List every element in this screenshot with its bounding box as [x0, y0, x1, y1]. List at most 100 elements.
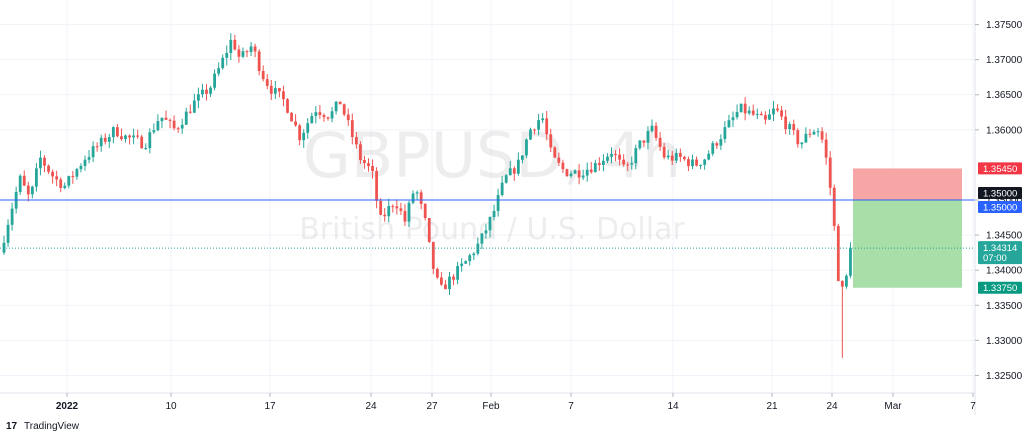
candle — [573, 169, 577, 174]
candle-body — [241, 51, 245, 57]
candle-body — [484, 230, 488, 234]
candle-body — [367, 163, 370, 166]
candle-body — [342, 104, 346, 115]
candle-body — [423, 203, 427, 219]
candle — [723, 121, 727, 143]
candle — [549, 128, 553, 153]
last-price-badge-bg — [978, 241, 1022, 265]
candle-body — [172, 120, 176, 129]
candle-body — [132, 135, 135, 138]
candle — [75, 167, 79, 180]
candle — [22, 170, 26, 186]
candle-body — [403, 210, 407, 222]
candle-body — [622, 159, 626, 165]
candle-body — [812, 131, 816, 135]
candle — [735, 104, 739, 120]
candle-body — [500, 182, 504, 196]
candle-body — [47, 165, 50, 172]
candle — [67, 175, 71, 189]
candle-body — [683, 156, 686, 160]
candle-body — [43, 157, 46, 166]
candle — [427, 218, 431, 243]
candle-body — [525, 139, 528, 156]
candle-body — [217, 68, 221, 74]
candle — [148, 128, 152, 154]
candle-body — [30, 186, 34, 195]
candle — [452, 274, 455, 286]
candle — [180, 118, 184, 134]
candle — [796, 128, 800, 148]
candle-countdown: 07:00 — [983, 253, 1007, 264]
time-axis[interactable]: 2022 10 17 24 27 Feb 7 14 21 24 Mar 7 — [56, 393, 976, 412]
candle-body — [229, 39, 233, 53]
candle-body — [6, 224, 10, 243]
candle — [435, 267, 439, 280]
candle — [670, 150, 674, 165]
candle-body — [209, 87, 212, 94]
candle-body — [670, 155, 674, 161]
candle-body — [395, 206, 399, 209]
time-tick-label: 7 — [970, 401, 976, 412]
candle-body — [87, 157, 91, 160]
candle — [6, 219, 10, 247]
tradingview-wordmark: TradingView — [24, 421, 80, 432]
candle — [431, 241, 435, 275]
candle-body — [666, 155, 670, 158]
stop-loss-zone[interactable] — [853, 168, 962, 201]
candle — [618, 148, 621, 166]
candle — [581, 169, 585, 180]
candle-body — [828, 157, 832, 188]
long-position-tool[interactable] — [853, 168, 962, 288]
candle-body — [626, 164, 630, 166]
candle-body — [107, 137, 111, 142]
candle-body — [387, 206, 391, 217]
candle-body — [638, 140, 642, 149]
candle-body — [561, 162, 565, 170]
candle-body — [79, 166, 83, 170]
candle-body — [545, 118, 549, 135]
candle — [63, 182, 67, 190]
price-tick-label: 1.37500 — [986, 20, 1023, 31]
candle — [59, 177, 63, 193]
candle — [492, 204, 496, 221]
candle-body — [537, 120, 540, 130]
candle-body — [120, 136, 123, 140]
candle-body — [354, 136, 358, 145]
candle — [111, 126, 115, 144]
candle-body — [310, 115, 314, 124]
candle — [565, 168, 569, 177]
candle — [521, 155, 524, 164]
candle — [460, 258, 464, 272]
candle — [176, 126, 180, 133]
candle-body — [569, 173, 573, 177]
candle-body — [184, 111, 188, 125]
candle-body — [614, 154, 617, 156]
candle-body — [610, 154, 613, 157]
candle-body — [687, 159, 690, 167]
candle — [784, 109, 788, 135]
candle — [43, 155, 46, 173]
candle — [683, 155, 686, 161]
candle-body — [83, 159, 87, 167]
candle — [703, 158, 707, 170]
candle — [772, 100, 775, 121]
candle — [229, 33, 233, 61]
candle — [10, 202, 14, 231]
candle — [152, 123, 156, 134]
tradingview-logo[interactable]: 17 TradingView — [6, 421, 80, 432]
candle-body — [75, 169, 79, 177]
candle — [367, 158, 370, 172]
candle — [472, 251, 476, 261]
candle-body — [456, 266, 459, 280]
take-profit-zone[interactable] — [853, 200, 962, 288]
candle-body — [678, 152, 682, 157]
candle — [606, 153, 609, 164]
candle — [245, 49, 249, 58]
candle-body — [237, 49, 241, 57]
candle-body — [91, 146, 95, 158]
candle-body — [18, 175, 22, 192]
candle — [407, 200, 411, 227]
candle — [383, 208, 387, 222]
candle — [387, 198, 391, 223]
